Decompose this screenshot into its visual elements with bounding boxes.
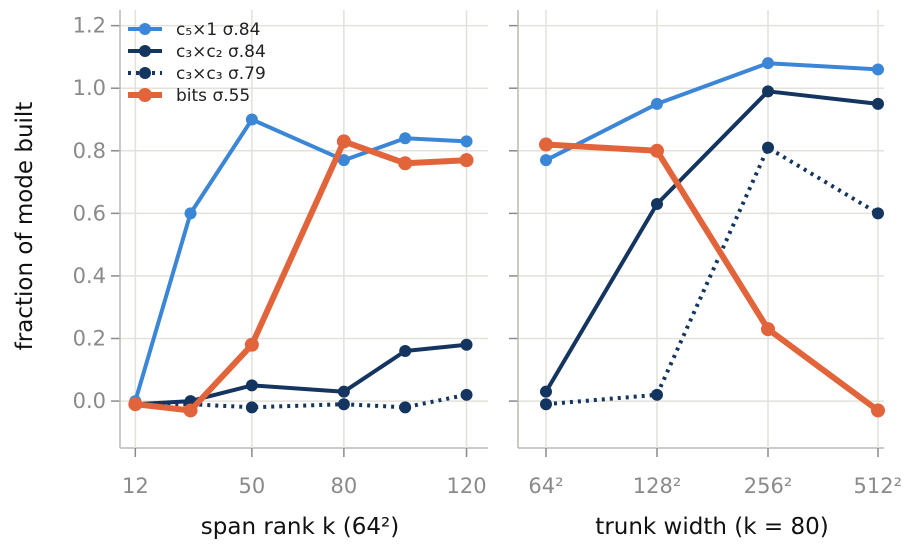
x-tick-label: 512²	[853, 474, 902, 498]
left-point-c3xc3	[399, 401, 412, 414]
y-tick-label: 1.2	[73, 14, 106, 38]
right-point-c3xc3	[540, 398, 552, 411]
right-point-c5x1	[762, 57, 774, 70]
right-point-c5x1	[872, 63, 884, 76]
left-point-bits	[336, 134, 351, 149]
left-point-bits	[183, 403, 198, 418]
left-point-bits	[459, 153, 474, 168]
left-point-c3xc2	[337, 385, 350, 398]
right-series-line-c5x1	[544, 61, 880, 163]
left-point-c3xc3	[460, 388, 473, 401]
legend-marker-bits	[138, 88, 152, 102]
x-tick-label: 120	[446, 474, 486, 498]
right-point-c3xc3	[762, 141, 774, 154]
right-point-c5x1	[540, 154, 552, 167]
y-tick-label: 0.8	[73, 139, 106, 163]
left-point-c3xc2	[399, 345, 412, 358]
x-tick-label: 80	[330, 474, 357, 498]
legend-label-bits: bits σ.55	[176, 86, 250, 106]
x-tick-label: 64²	[528, 474, 563, 498]
y-tick-label: 1.0	[73, 76, 106, 100]
y-axis-label: fraction of mode built	[12, 102, 38, 351]
y-tick-label: 0.6	[73, 201, 106, 225]
left-point-c3xc2	[245, 379, 258, 392]
left-point-c5x1	[184, 207, 197, 220]
left-point-bits	[244, 337, 259, 352]
left-point-c3xc3	[337, 398, 350, 411]
right-point-c5x1	[651, 97, 663, 110]
right-point-bits	[650, 143, 664, 158]
left-point-c5x1	[399, 132, 412, 145]
legend-marker-c5x1	[139, 23, 151, 35]
right-point-bits	[761, 322, 775, 337]
left-point-c5x1	[337, 154, 350, 167]
left-point-c5x1	[460, 135, 473, 148]
left-series-line-bits	[132, 138, 470, 414]
right-series-line-c3xc2	[544, 89, 880, 394]
left-series-line-c3xc2	[133, 342, 469, 407]
legend-label-c5x1: c₅×1 σ.84	[176, 20, 260, 40]
left-point-c3xc2	[460, 338, 473, 351]
legend-label-c3xc2: c₃×c₂ σ.84	[176, 42, 266, 62]
left-point-bits	[128, 397, 143, 412]
right-point-bits	[539, 137, 553, 152]
right-point-c3xc2	[872, 97, 884, 110]
right-point-c3xc2	[540, 385, 552, 398]
y-tick-label: 0.2	[73, 327, 106, 351]
x-tick-label: 256²	[744, 474, 793, 498]
left-point-c5x1	[245, 113, 258, 126]
legend-label-c3xc3: c₃×c₃ σ.79	[176, 64, 266, 84]
y-tick-label: 0.0	[73, 389, 106, 413]
left-x-axis-label: span rank k (64²)	[201, 514, 399, 540]
right-x-axis-label: trunk width (k = 80)	[595, 514, 828, 540]
right-panel: 64² 128² 256² 512²	[509, 10, 902, 498]
legend-marker-c3xc2	[139, 45, 151, 57]
right-point-c3xc2	[651, 197, 663, 210]
right-series-line-bits	[543, 141, 881, 414]
legend-marker-c3xc3	[139, 67, 151, 79]
left-point-bits	[398, 156, 413, 171]
x-tick-label: 12	[122, 474, 149, 498]
left-series-line-c3xc3	[135, 392, 467, 410]
right-point-bits	[871, 403, 885, 418]
x-tick-label: 128²	[633, 474, 682, 498]
y-tick-label: 0.4	[73, 264, 106, 288]
plot-area	[518, 10, 884, 448]
left-series-line-c5x1	[133, 117, 469, 404]
right-point-c3xc2	[762, 85, 774, 98]
left-point-c3xc3	[245, 401, 258, 414]
x-tick-label: 50	[238, 474, 265, 498]
right-point-c3xc3	[872, 207, 884, 220]
right-point-c3xc3	[651, 388, 663, 401]
